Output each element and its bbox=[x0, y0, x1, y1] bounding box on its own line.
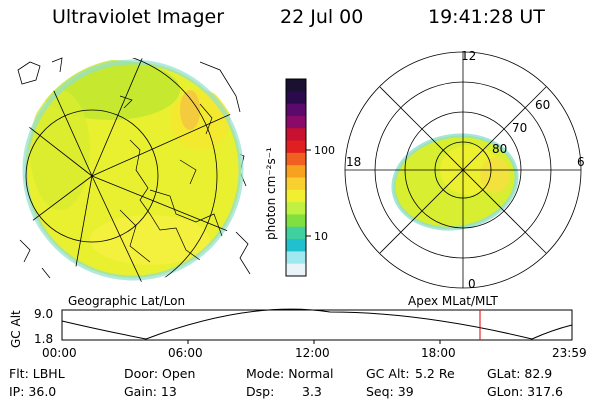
colorbar-segment bbox=[286, 239, 306, 252]
right-map-caption: Apex MLat/MLT bbox=[408, 294, 498, 308]
lat-label-70: 70 bbox=[512, 121, 527, 135]
colorbar-segment bbox=[286, 152, 306, 166]
colorbar-segment bbox=[286, 128, 306, 142]
seq-value: Seq: 39 bbox=[366, 384, 414, 399]
colorbar-segment bbox=[286, 103, 306, 117]
gc-alt-value: 5.2 Re bbox=[415, 366, 455, 381]
date-label: 22 Jul 00 bbox=[280, 6, 364, 28]
ip-value: IP: 36.0 bbox=[9, 384, 57, 399]
altitude-xtick-2359: 23:59 bbox=[552, 346, 587, 360]
polar-map: 12 0 18 6 60 70 80 bbox=[344, 49, 585, 291]
colorbar-segment bbox=[286, 79, 306, 92]
uv-image-texture bbox=[22, 59, 244, 281]
colorbar-segment bbox=[286, 226, 306, 240]
glat-value: GLat: 82.9 bbox=[487, 366, 553, 381]
time-label: 19:41:28 UT bbox=[428, 6, 545, 28]
colorbar-frame bbox=[285, 78, 307, 277]
colorbar bbox=[285, 78, 307, 277]
altitude-xtick-1200: 12:00 bbox=[295, 346, 330, 360]
flight-filter: Flt: LBHL bbox=[9, 366, 65, 381]
glon-value: GLon: 317.6 bbox=[487, 384, 563, 399]
colorbar-segment bbox=[286, 214, 306, 228]
altitude-plot-frame bbox=[61, 309, 573, 341]
mlt-label-0: 0 bbox=[468, 277, 476, 291]
altitude-ylabel: GC Alt bbox=[9, 310, 23, 348]
mlt-label-18: 18 bbox=[346, 155, 361, 169]
geo-grid bbox=[21, 58, 245, 282]
lat-label-80: 80 bbox=[492, 142, 507, 156]
left-map-caption: Geographic Lat/Lon bbox=[68, 294, 185, 308]
lat-label-60: 60 bbox=[535, 98, 550, 112]
colorbar-segment bbox=[286, 189, 306, 203]
mode-status: Mode: Normal bbox=[246, 366, 334, 381]
colorbar-segment bbox=[286, 165, 306, 178]
polar-grid bbox=[344, 51, 582, 289]
altitude-plot: GC Alt 9.0 1.8 00:00 06:00 12:00 18:00 2… bbox=[9, 307, 587, 360]
door-status: Door: Open bbox=[124, 366, 196, 381]
colorbar-segment bbox=[286, 177, 306, 191]
coastline-inner bbox=[119, 95, 223, 263]
altitude-curve bbox=[61, 308, 573, 340]
mlt-label-12: 12 bbox=[461, 49, 476, 63]
colorbar-segment bbox=[286, 251, 306, 265]
app-title: Ultraviolet Imager bbox=[52, 6, 225, 28]
geographic-map bbox=[17, 57, 251, 282]
altitude-xtick-1800: 18:00 bbox=[421, 346, 456, 360]
colorbar-segment bbox=[286, 115, 306, 129]
dsp-value: 3.3 bbox=[302, 384, 322, 399]
colorbar-label: photon cm⁻²s⁻¹ bbox=[264, 147, 278, 240]
altitude-ytick-1-8: 1.8 bbox=[34, 332, 53, 346]
altitude-ytick-9: 9.0 bbox=[34, 307, 53, 321]
altitude-xtick-0600: 06:00 bbox=[168, 346, 203, 360]
altitude-xtick-0000: 00:00 bbox=[42, 346, 77, 360]
gc-alt-label: GC Alt: bbox=[366, 366, 410, 381]
colorbar-segment bbox=[286, 263, 306, 277]
mlt-label-6: 6 bbox=[577, 155, 585, 169]
colorbar-segment bbox=[286, 91, 306, 105]
gain-value: Gain: 13 bbox=[124, 384, 177, 399]
dsp-label: Dsp: bbox=[246, 384, 275, 399]
colorbar-tick-label-10: 10 bbox=[314, 230, 328, 243]
colorbar-segment bbox=[286, 140, 306, 154]
colorbar-tick-label-100: 100 bbox=[314, 144, 335, 157]
colorbar-segment bbox=[286, 202, 306, 215]
